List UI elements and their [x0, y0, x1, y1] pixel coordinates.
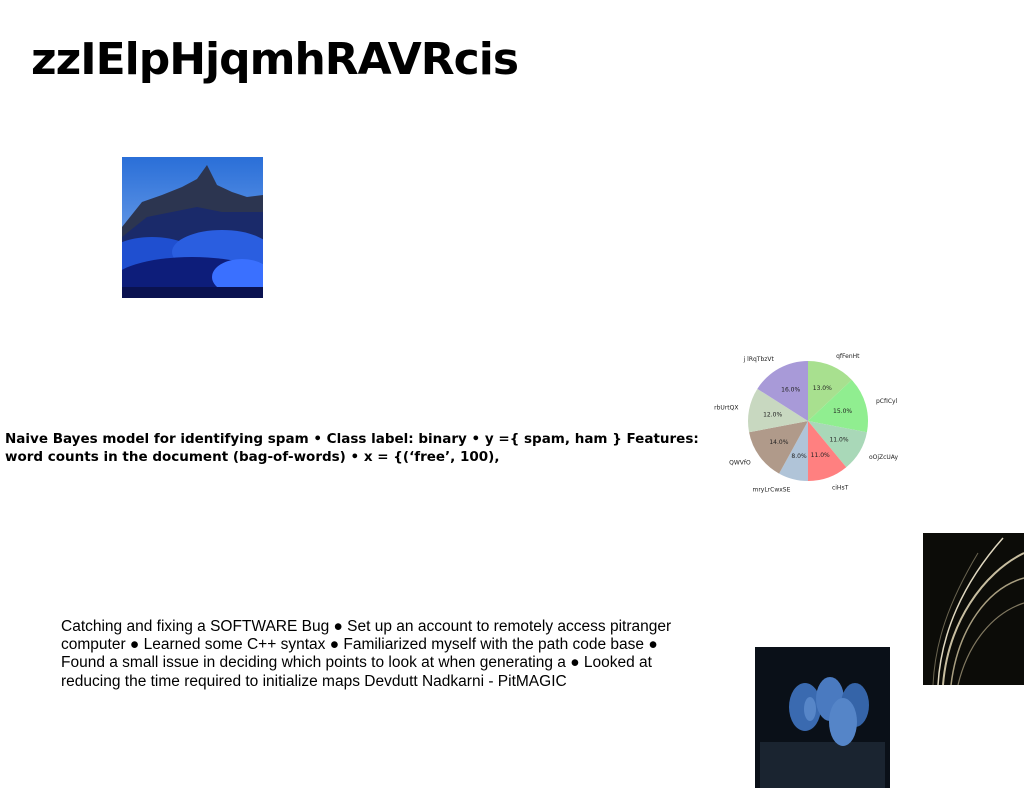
pie-value-label: 11.0%: [829, 436, 848, 443]
pie-category-label: pCfICyl: [876, 398, 898, 405]
pie-slice-qfFenHt: [808, 361, 852, 421]
pie-slice-j lRqTbzVt: [757, 361, 808, 421]
pie-value-label: 12.0%: [763, 411, 782, 418]
page-title: zzIElpHjqmhRAVRcis: [31, 34, 519, 85]
pie-category-label: QWVfO: [729, 460, 751, 467]
pie-category-label: rbUrtQX: [714, 405, 738, 412]
pie-value-label: 15.0%: [833, 408, 852, 415]
pie-slice-ciHsT: [808, 421, 847, 481]
pie-category-label: oOjZcUAy: [869, 454, 899, 461]
naive-bayes-text: Naive Bayes model for identifying spam •…: [5, 431, 699, 465]
pie-slice-pCfICyl: [808, 379, 868, 433]
pie-value-label: 16.0%: [781, 386, 800, 393]
pie-slice-oOjZcUAy: [808, 421, 867, 468]
pie-value-label: 8.0%: [791, 453, 807, 460]
feather-image: [923, 533, 1024, 685]
pie-value-label: 14.0%: [769, 439, 788, 446]
pie-slice-rbUrtQX: [748, 388, 808, 433]
pie-category-label: mryLrCwxSE: [752, 487, 790, 494]
pie-category-label: qfFenHt: [836, 353, 860, 360]
pie-slice-QWVfO: [749, 421, 808, 474]
pie-value-label: 13.0%: [813, 385, 832, 392]
pie-value-label: 11.0%: [811, 452, 830, 459]
pie-chart: 13.0% qfFenHt 15.0% pCfICyl 11.0% oOjZcUAy 11.…: [700, 330, 910, 515]
pie-category-label: ciHsT: [832, 485, 849, 492]
mountain-image: [122, 157, 263, 298]
fruit-image: [755, 647, 890, 788]
pie-slice-mryLrCwxSE: [779, 421, 808, 481]
pie-category-label: j lRqTbzVt: [743, 356, 775, 363]
software-bug-text: Catching and fixing a SOFTWARE Bug ● Set…: [61, 618, 672, 690]
